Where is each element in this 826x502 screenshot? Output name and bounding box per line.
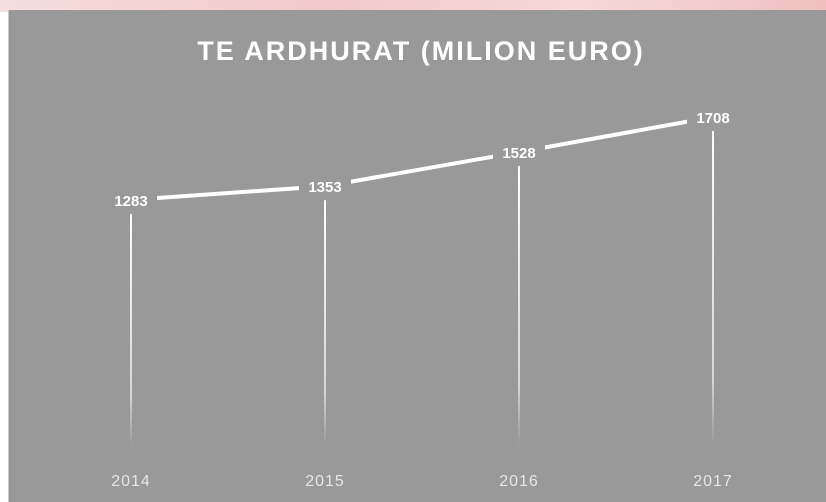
x-tick-label: 2016 bbox=[499, 473, 539, 490]
data-label: 1353 bbox=[308, 179, 341, 196]
background-strip bbox=[0, 0, 826, 12]
label-background bbox=[105, 187, 157, 214]
x-tick-label: 2014 bbox=[111, 473, 151, 490]
chart-title: TE ARDHURAT (MILION EURO) bbox=[197, 36, 644, 66]
x-tick-label: 2017 bbox=[693, 473, 733, 490]
drop-line bbox=[324, 186, 326, 445]
drop-line bbox=[712, 117, 714, 445]
label-background bbox=[493, 140, 545, 167]
data-label: 1528 bbox=[502, 145, 535, 162]
label-background bbox=[687, 105, 739, 131]
data-label: 1708 bbox=[696, 110, 729, 127]
plot-background bbox=[8, 10, 826, 502]
drop-line bbox=[518, 152, 520, 445]
line bbox=[129, 115, 715, 202]
label-background bbox=[299, 174, 351, 201]
x-tick-label: 2015 bbox=[305, 473, 345, 490]
drop-line bbox=[130, 199, 132, 445]
data-label: 1283 bbox=[114, 193, 147, 210]
